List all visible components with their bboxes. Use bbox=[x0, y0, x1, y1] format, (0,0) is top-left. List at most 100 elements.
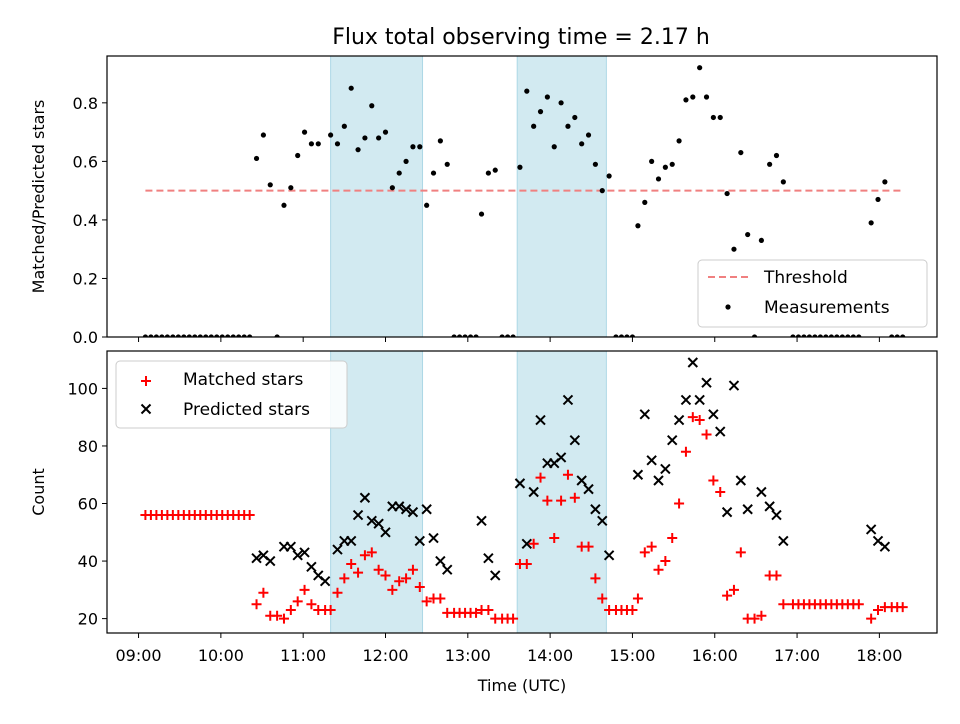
panel-frame bbox=[106, 55, 938, 338]
measurement-point bbox=[148, 334, 154, 337]
predicted-star-point bbox=[435, 555, 446, 567]
measurement-point bbox=[544, 94, 550, 100]
shaded-interval bbox=[516, 56, 607, 337]
measurement-point bbox=[295, 152, 301, 159]
measurement-point bbox=[473, 334, 479, 337]
measurement-point bbox=[424, 202, 430, 208]
matched-star-point bbox=[597, 593, 608, 604]
measurement-point bbox=[355, 147, 361, 153]
x-tick-label: 18:00 bbox=[856, 646, 902, 665]
x-tick-label: 13:00 bbox=[445, 646, 491, 665]
measurement-point bbox=[828, 334, 834, 337]
predicted-star-point bbox=[715, 426, 726, 437]
y-tick-label: 0.4 bbox=[73, 211, 98, 230]
measurement-point bbox=[868, 220, 874, 226]
matched-star-point bbox=[680, 446, 691, 457]
predicted-star-point bbox=[528, 486, 539, 498]
measurement-point bbox=[683, 97, 689, 103]
measurement-point bbox=[585, 132, 592, 138]
series-predicted-stars bbox=[251, 357, 891, 587]
measurement-point bbox=[558, 100, 564, 106]
measurement-point bbox=[348, 85, 354, 91]
predicted-star-point bbox=[728, 380, 740, 391]
measurement-point bbox=[369, 103, 375, 109]
matched-star-point bbox=[708, 475, 719, 486]
predicted-star-point bbox=[373, 518, 384, 529]
measurement-point bbox=[170, 334, 176, 337]
matched-star-point bbox=[715, 487, 726, 497]
measurement-point bbox=[618, 334, 625, 337]
legend-predicted-label: Predicted stars bbox=[183, 400, 310, 420]
measurement-point bbox=[456, 334, 463, 337]
matched-star-point bbox=[306, 599, 317, 610]
y-axis-label: Count bbox=[29, 468, 48, 516]
y-tick-label: 60 bbox=[78, 495, 98, 514]
measurement-point bbox=[676, 138, 682, 144]
measurement-point bbox=[315, 141, 321, 147]
predicted-star-point bbox=[771, 509, 782, 521]
measurement-point bbox=[524, 88, 530, 94]
measurement-point bbox=[451, 334, 457, 337]
measurement-point bbox=[417, 144, 423, 150]
predicted-star-point bbox=[332, 544, 343, 555]
y-tick-label: 20 bbox=[78, 610, 98, 629]
legend-predicted-swatch bbox=[140, 403, 152, 415]
matched-star-point bbox=[421, 596, 432, 607]
measurement-point bbox=[192, 334, 198, 337]
legend-bottom: Matched stars Predicted stars bbox=[115, 360, 348, 429]
bottom-panel: 20 40 60 80 100 09:00 10:00 11:00 12:00 13:00 14:0… bbox=[29, 350, 938, 695]
measurement-point bbox=[882, 179, 888, 185]
measurement-point bbox=[308, 141, 315, 147]
legend-measurement-swatch bbox=[725, 304, 731, 310]
predicted-star-point bbox=[742, 504, 753, 515]
measurement-point bbox=[565, 123, 571, 129]
predicted-star-point bbox=[421, 504, 432, 515]
matched-star-point bbox=[244, 510, 255, 521]
legend-top: Threshold Measurements bbox=[697, 259, 928, 328]
predicted-star-point bbox=[632, 469, 644, 480]
measurement-point bbox=[164, 334, 170, 337]
predicted-star-point bbox=[359, 492, 371, 503]
measurement-point bbox=[889, 334, 895, 337]
measurement-point bbox=[806, 334, 813, 337]
matched-star-point bbox=[346, 558, 357, 569]
predicted-star-point bbox=[414, 535, 426, 547]
measurement-point bbox=[839, 334, 845, 337]
predicted-star-point bbox=[653, 475, 664, 486]
measurement-point bbox=[225, 334, 231, 337]
measurement-point bbox=[175, 334, 181, 337]
matched-star-point bbox=[660, 556, 671, 567]
matched-star-point bbox=[387, 584, 398, 595]
measurement-point bbox=[186, 334, 192, 337]
legend-box bbox=[115, 360, 348, 429]
predicted-star-point bbox=[673, 414, 685, 426]
matched-star-point bbox=[435, 593, 446, 604]
measurement-point bbox=[437, 138, 443, 144]
predicted-star-point bbox=[514, 478, 526, 489]
measurement-point bbox=[845, 334, 851, 337]
predicted-star-point bbox=[603, 550, 615, 561]
predicted-star-point bbox=[490, 570, 501, 581]
measurement-point bbox=[499, 334, 505, 337]
matched-star-point bbox=[366, 547, 377, 558]
matched-star-point bbox=[897, 602, 908, 613]
measurement-point bbox=[396, 170, 402, 176]
measurement-point bbox=[142, 334, 149, 337]
measurement-point bbox=[592, 161, 598, 167]
measurement-point bbox=[773, 152, 780, 159]
measurement-point bbox=[159, 334, 165, 337]
measurement-point bbox=[274, 334, 280, 337]
matched-star-point bbox=[722, 590, 733, 601]
predicted-star-point bbox=[428, 532, 439, 544]
measurement-point bbox=[517, 164, 523, 170]
predicted-star-point bbox=[299, 547, 310, 558]
x-tick-label: 17:00 bbox=[774, 646, 820, 665]
measurement-point bbox=[382, 129, 389, 135]
matched-star-point bbox=[694, 415, 705, 426]
matched-star-point bbox=[756, 610, 767, 621]
predicted-star-point bbox=[660, 463, 671, 475]
measurement-point bbox=[301, 129, 308, 135]
measurement-point bbox=[537, 109, 544, 115]
shaded-interval bbox=[516, 351, 607, 633]
top-panel: 0.0 0.2 0.4 0.6 0.8 Matched/Predicted stars Th… bbox=[29, 55, 938, 347]
